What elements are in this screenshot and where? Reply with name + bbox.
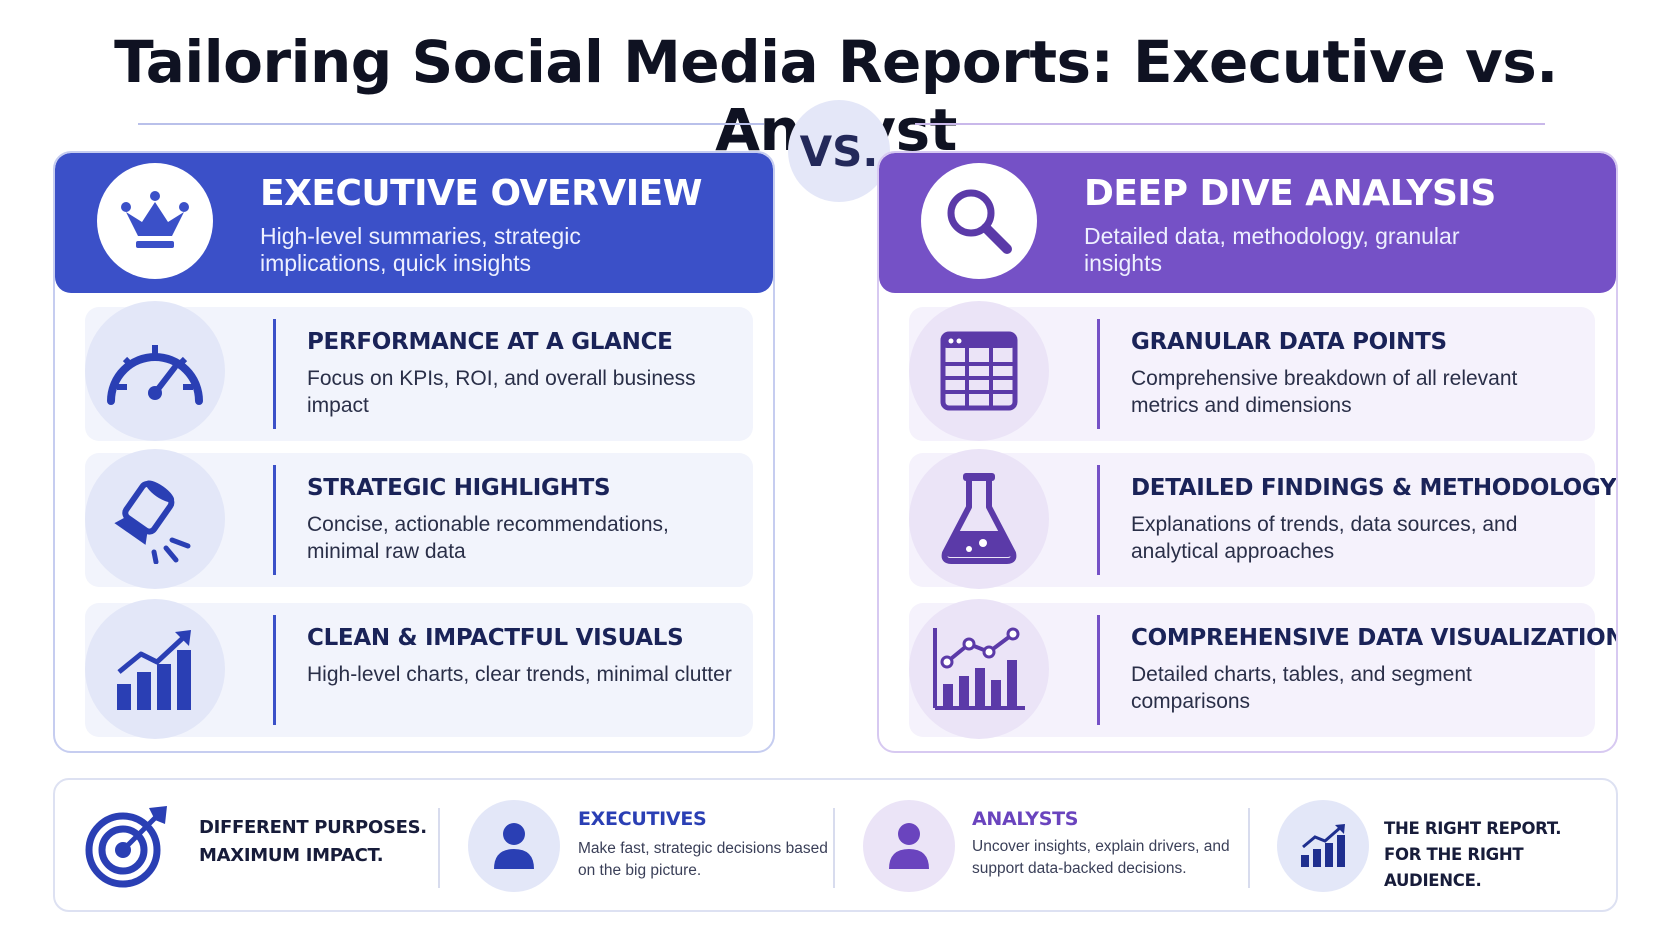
item-title: COMPREHENSIVE DATA VISUALIZATION	[1131, 625, 1618, 651]
growth-chart-icon	[85, 599, 225, 739]
executive-subtitle: High-level summaries, strategic implicat…	[260, 223, 581, 276]
analyst-title: DEEP DIVE ANALYSIS	[1084, 173, 1496, 214]
analyst-avatar-icon	[863, 800, 955, 892]
list-item: DETAILED FINDINGS & METHODOLOGY Explanat…	[909, 449, 1616, 589]
item-title: CLEAN & IMPACTFUL VISUALS	[307, 625, 684, 651]
executive-avatar-icon	[468, 800, 560, 892]
item-description: Detailed charts, tables, and segment com…	[1131, 663, 1472, 713]
title-divider-left	[138, 123, 764, 125]
analysts-description: Uncover insights, explain drivers, and s…	[972, 838, 1230, 877]
item-description: High-level charts, clear trends, minimal…	[307, 663, 732, 686]
item-description: Explanations of trends, data sources, an…	[1131, 513, 1518, 563]
magnifier-icon	[921, 163, 1037, 279]
spotlight-icon	[85, 449, 225, 589]
executives-title: EXECUTIVES	[578, 808, 707, 830]
gauge-icon	[85, 301, 225, 441]
purpose-line-1: DIFFERENT PURPOSES.	[199, 817, 427, 838]
analysts-title: ANALYSTS	[972, 808, 1079, 830]
item-description: Concise, actionable recommendations, min…	[307, 513, 669, 563]
item-title: STRATEGIC HIGHLIGHTS	[307, 475, 611, 501]
analyst-subtitle: Detailed data, methodology, granular ins…	[1084, 223, 1460, 276]
list-item: CLEAN & IMPACTFUL VISUALS High-level cha…	[85, 599, 753, 739]
item-title: GRANULAR DATA POINTS	[1131, 329, 1447, 355]
analyst-header: DEEP DIVE ANALYSIS Detailed data, method…	[879, 153, 1616, 293]
crown-icon	[97, 163, 213, 279]
combo-chart-icon	[909, 599, 1049, 739]
executives-description: Make fast, strategic decisions based on …	[578, 840, 828, 879]
item-title: DETAILED FINDINGS & METHODOLOGY	[1131, 475, 1617, 501]
list-item: STRATEGIC HIGHLIGHTS Concise, actionable…	[85, 449, 753, 589]
analyst-panel: DEEP DIVE ANALYSIS Detailed data, method…	[877, 151, 1618, 753]
vs-label: VS.	[799, 126, 879, 176]
list-item: GRANULAR DATA POINTS Comprehensive break…	[909, 301, 1595, 441]
list-item: PERFORMANCE AT A GLANCE Focus on KPIs, R…	[85, 301, 753, 441]
target-icon	[85, 804, 169, 893]
vs-badge: VS.	[788, 100, 890, 202]
right-report-line-2: FOR THE RIGHT AUDIENCE.	[1384, 845, 1524, 890]
executive-title: EXECUTIVE OVERVIEW	[260, 173, 702, 214]
item-title: PERFORMANCE AT A GLANCE	[307, 329, 673, 355]
footer-banner: DIFFERENT PURPOSES. MAXIMUM IMPACT. EXEC…	[53, 778, 1618, 912]
item-description: Comprehensive breakdown of all relevant …	[1131, 367, 1518, 417]
title-divider-right	[915, 123, 1545, 125]
executive-panel: EXECUTIVE OVERVIEW High-level summaries,…	[53, 151, 775, 753]
right-report-line-1: THE RIGHT REPORT.	[1384, 819, 1562, 838]
table-icon	[909, 301, 1049, 441]
flask-icon	[909, 449, 1049, 589]
list-item: COMPREHENSIVE DATA VISUALIZATION Detaile…	[909, 599, 1616, 739]
purpose-line-2: MAXIMUM IMPACT.	[199, 845, 384, 866]
executive-header: EXECUTIVE OVERVIEW High-level summaries,…	[55, 153, 773, 293]
report-chart-icon	[1277, 800, 1369, 892]
item-description: Focus on KPIs, ROI, and overall business…	[307, 367, 696, 417]
